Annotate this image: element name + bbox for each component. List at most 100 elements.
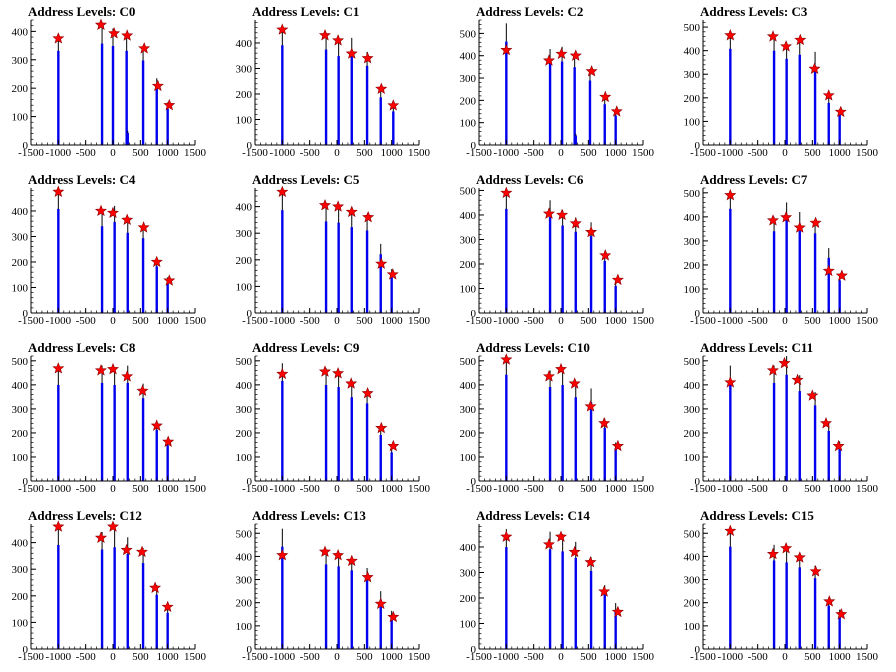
data-bar — [785, 219, 788, 313]
x-tick-label: 1500 — [408, 651, 431, 663]
chart-title: Address Levels: C4 — [28, 172, 136, 187]
x-tick-label: -500 — [748, 147, 769, 159]
x-tick-label: 1000 — [157, 651, 180, 663]
y-tick-label: 200 — [684, 598, 701, 610]
star-marker — [318, 365, 331, 377]
x-tick-label: 1500 — [184, 147, 207, 159]
star-marker — [136, 384, 149, 396]
chart-title: Address Levels: C2 — [476, 4, 584, 19]
data-bar — [798, 227, 801, 313]
data-bar — [337, 56, 340, 145]
x-tick-label: -500 — [300, 483, 321, 495]
data-bar — [603, 260, 606, 313]
chart-panel: 0 100 200 300 400 -1500 -1000 -500 0 500 1000 1500 A… — [0, 168, 224, 336]
star-marker — [94, 18, 107, 30]
y-tick-label: 300 — [236, 575, 253, 587]
star-marker — [94, 204, 107, 217]
chart-plot: 0 100 200 300 400 -1500 -1000 -500 0 500 1000 1500 — [12, 520, 207, 663]
x-tick-label: 0 — [558, 651, 564, 663]
x-tick-label: 500 — [356, 483, 373, 495]
y-tick-label: 300 — [12, 231, 29, 243]
chart-plot: 0 100 200 300 400 -1500 -1000 -500 0 500 1000 1500 — [12, 185, 207, 327]
y-tick-label: 0 — [471, 644, 477, 656]
chart-title: Address Levels: C9 — [252, 340, 360, 355]
data-bar — [827, 430, 830, 481]
x-tick-label: 1000 — [381, 651, 404, 663]
x-tick-label: 1000 — [605, 147, 628, 159]
data-bar — [603, 427, 606, 481]
x-tick-label: -500 — [76, 483, 97, 495]
data-bar — [337, 566, 340, 649]
y-tick-label: 200 — [12, 591, 29, 603]
x-tick-label: -1500 — [18, 147, 44, 159]
x-tick-label: 500 — [804, 483, 821, 495]
x-tick-label: 1500 — [184, 315, 207, 327]
star-marker — [121, 213, 134, 225]
data-bar — [561, 384, 564, 481]
data-bar — [126, 232, 129, 313]
y-tick-label: 0 — [247, 140, 253, 152]
star-marker — [793, 551, 806, 563]
star-marker — [345, 377, 358, 389]
y-tick-label: 100 — [460, 618, 477, 630]
star-marker — [362, 211, 375, 223]
star-marker — [569, 49, 582, 61]
x-tick-label: 0 — [110, 651, 116, 663]
star-marker — [585, 225, 598, 238]
x-tick-label: -1500 — [18, 315, 44, 327]
y-tick-label: 100 — [236, 621, 253, 633]
y-tick-label: 200 — [460, 428, 477, 440]
x-tick-label: 500 — [580, 147, 597, 159]
data-bar — [798, 391, 801, 481]
y-tick-label: 300 — [236, 63, 253, 75]
data-bar — [588, 80, 592, 145]
x-tick-label: -1000 — [269, 651, 295, 663]
chart-panel: 0 100 200 300 400 500 -1500 -1000 -500 0 500 1000 15… — [672, 168, 896, 336]
data-bar — [827, 257, 830, 313]
x-tick-label: 500 — [804, 651, 821, 663]
y-tick-label: 300 — [684, 575, 701, 587]
data-bar — [614, 609, 617, 649]
y-tick-label: 300 — [684, 69, 701, 81]
x-tick-label: 500 — [804, 147, 821, 159]
chart-title: Address Levels: C0 — [28, 4, 136, 19]
y-tick-label: 400 — [460, 51, 477, 63]
x-tick-label: -500 — [76, 651, 97, 663]
chart-title: Address Levels: C10 — [476, 340, 590, 355]
x-tick-label: 500 — [132, 315, 149, 327]
y-tick-label: 300 — [460, 404, 477, 416]
star-marker — [163, 274, 176, 286]
y-tick-label: 0 — [23, 308, 29, 320]
star-marker — [500, 530, 513, 542]
x-tick-label: -1000 — [717, 147, 743, 159]
star-marker — [791, 373, 804, 386]
star-marker — [778, 356, 791, 369]
data-bar — [390, 452, 393, 481]
chart-panel: 0 100 200 300 400 500 -1500 -1000 -500 0 500 1000 15… — [672, 0, 896, 168]
y-tick-label: 400 — [460, 210, 477, 222]
y-tick-label: 0 — [23, 140, 29, 152]
data-bar — [337, 222, 340, 313]
x-tick-label: 1500 — [408, 315, 431, 327]
x-tick-label: -500 — [748, 651, 769, 663]
y-tick-label: 0 — [471, 308, 477, 320]
data-bar — [111, 45, 115, 145]
data-bar — [729, 382, 732, 481]
chart-panel: 0 100 200 300 400 -1500 -1000 -500 0 500 1000 1500 A… — [0, 504, 224, 672]
y-tick-label: 500 — [684, 356, 701, 368]
data-bar — [155, 88, 158, 145]
star-marker — [138, 42, 151, 54]
chart-title: Address Levels: C7 — [700, 172, 808, 187]
data-bar — [548, 63, 552, 146]
star-marker — [276, 23, 289, 35]
star-marker — [318, 545, 331, 557]
chart-panel: 0 100 200 300 400 -1500 -1000 -500 0 500 1000 1500 A… — [224, 168, 448, 336]
star-marker — [332, 548, 345, 561]
data-bar — [838, 114, 841, 145]
x-tick-label: -500 — [748, 315, 769, 327]
y-tick-label: 100 — [12, 452, 29, 464]
x-tick-label: -1500 — [466, 147, 492, 159]
x-tick-label: 1500 — [632, 651, 655, 663]
star-marker — [151, 79, 164, 92]
x-tick-label: 1500 — [408, 483, 431, 495]
